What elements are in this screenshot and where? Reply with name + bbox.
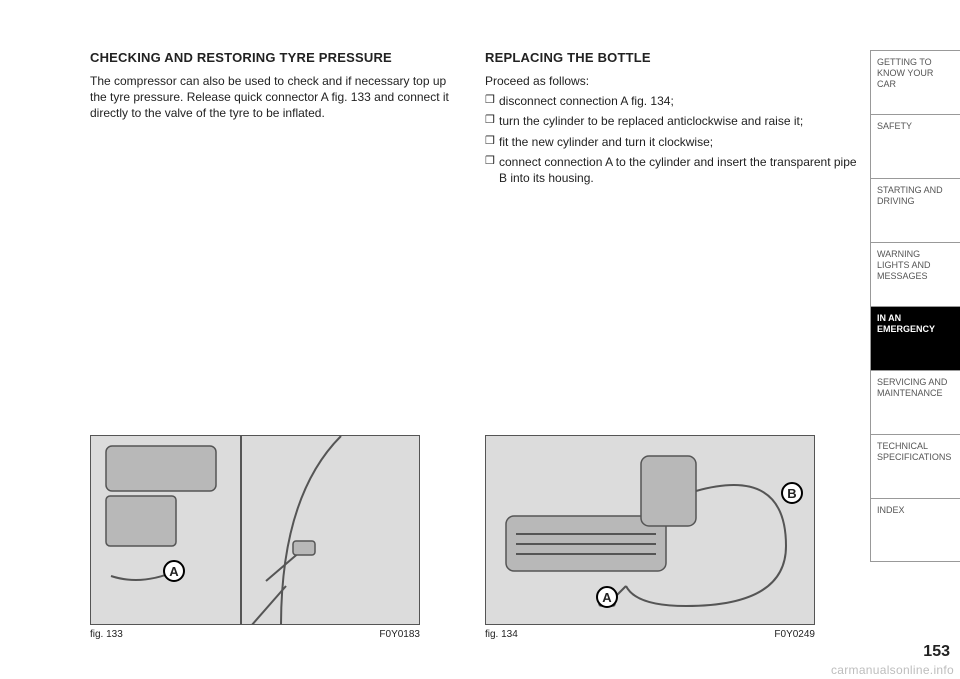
tab-starting-driving[interactable]: STARTING AND DRIVING — [870, 178, 960, 242]
fig-134-callout-b: B — [781, 482, 803, 504]
right-intro: Proceed as follows: — [485, 73, 860, 89]
fig-134-caption: fig. 134 F0Y0249 — [485, 629, 815, 640]
step-3: fit the new cylinder and turn it clockwi… — [485, 134, 860, 150]
fig-133-wrap: A fig. 133 F0Y0183 — [90, 435, 465, 640]
fig-134-callout-a: A — [596, 586, 618, 608]
tab-safety[interactable]: SAFETY — [870, 114, 960, 178]
step-2: turn the cylinder to be replaced anticlo… — [485, 113, 860, 129]
fig-133-code: F0Y0183 — [379, 629, 420, 640]
watermark: carmanualsonline.info — [831, 663, 954, 677]
left-column: CHECKING AND RESTORING TYRE PRESSURE The… — [90, 50, 465, 640]
fig-134-wrap: A B fig. 134 F0Y0249 — [485, 435, 860, 640]
fig-133-caption: fig. 133 F0Y0183 — [90, 629, 420, 640]
left-title: CHECKING AND RESTORING TYRE PRESSURE — [90, 50, 465, 65]
tab-technical-specs[interactable]: TECHNICAL SPECIFICATIONS — [870, 434, 960, 498]
right-column: REPLACING THE BOTTLE Proceed as follows:… — [485, 50, 860, 640]
step-4: connect connection A to the cylinder and… — [485, 154, 860, 186]
left-body: The compressor can also be used to check… — [90, 73, 465, 122]
fig-134-svg — [486, 436, 815, 625]
fig-134-code: F0Y0249 — [774, 629, 815, 640]
page-number: 153 — [923, 643, 950, 661]
tab-in-an-emergency[interactable]: IN AN EMERGENCY — [870, 306, 960, 370]
section-tabs: GETTING TO KNOW YOUR CAR SAFETY STARTING… — [870, 50, 960, 562]
tab-getting-to-know[interactable]: GETTING TO KNOW YOUR CAR — [870, 50, 960, 114]
right-title: REPLACING THE BOTTLE — [485, 50, 860, 65]
step-1: disconnect connection A fig. 134; — [485, 93, 860, 109]
fig-133-callout-a: A — [163, 560, 185, 582]
fig-133-svg — [91, 436, 420, 625]
right-steps: disconnect connection A fig. 134; turn t… — [485, 93, 860, 190]
page-content: CHECKING AND RESTORING TYRE PRESSURE The… — [90, 50, 860, 640]
tab-warning-lights[interactable]: WARNING LIGHTS AND MESSAGES — [870, 242, 960, 306]
fig-133: A — [90, 435, 420, 625]
fig-134-label: fig. 134 — [485, 629, 518, 640]
tab-servicing[interactable]: SERVICING AND MAINTENANCE — [870, 370, 960, 434]
fig-133-label: fig. 133 — [90, 629, 123, 640]
fig-134: A B — [485, 435, 815, 625]
tab-index[interactable]: INDEX — [870, 498, 960, 562]
